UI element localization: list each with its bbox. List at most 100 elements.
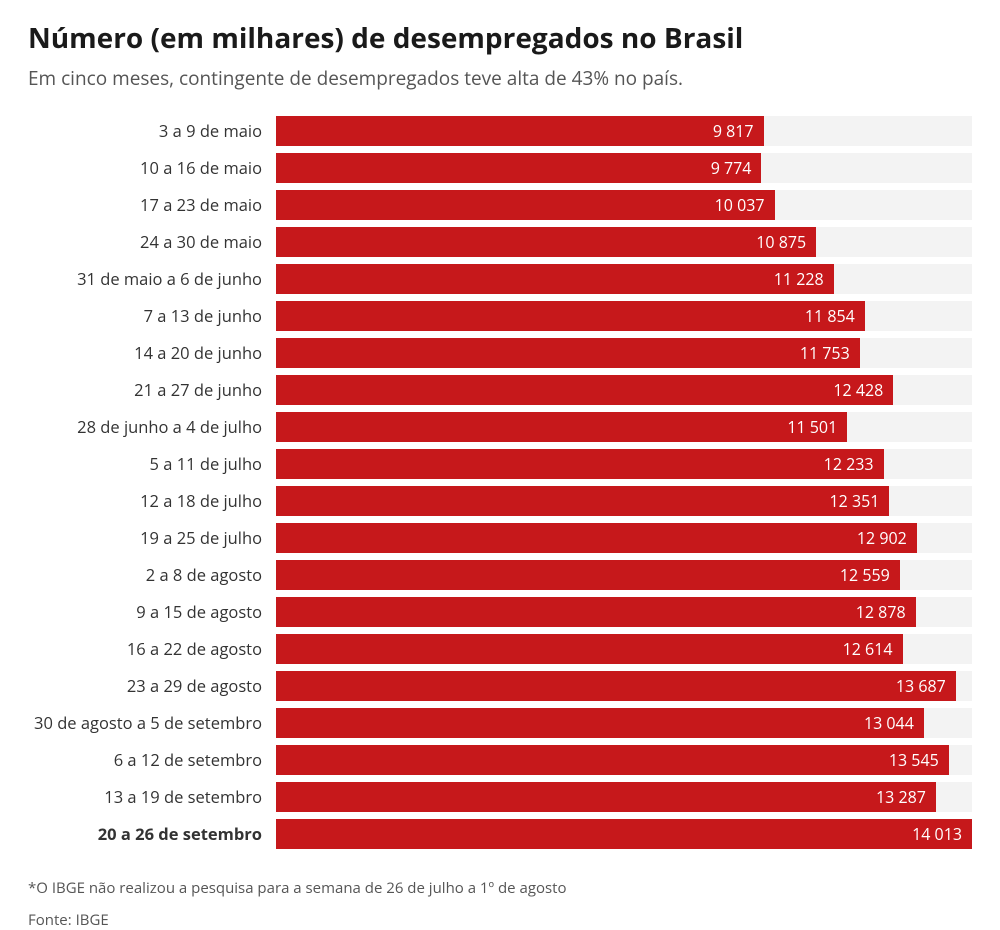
bar-fill: 13 287 (276, 782, 936, 812)
bar-fill: 12 614 (276, 634, 903, 664)
bar-fill: 9 817 (276, 116, 764, 146)
bar-value: 10 875 (756, 231, 806, 253)
bar-label: 19 a 25 de julho (28, 526, 272, 549)
chart-source: Fonte: IBGE (28, 910, 972, 930)
bar-fill: 12 878 (276, 597, 916, 627)
bar-fill: 11 854 (276, 301, 865, 331)
bar-label: 30 de agosto a 5 de setembro (28, 711, 272, 734)
bar-track: 10 037 (276, 190, 972, 220)
bar-label: 17 a 23 de maio (28, 193, 272, 216)
bar-label: 2 a 8 de agosto (28, 563, 272, 586)
bar-label: 13 a 19 de setembro (28, 785, 272, 808)
bar-row: 17 a 23 de maio 10 037 (28, 186, 972, 223)
bar-row: 31 de maio a 6 de junho 11 228 (28, 260, 972, 297)
bar-label: 7 a 13 de junho (28, 304, 272, 327)
bar-value: 12 902 (857, 527, 907, 549)
bar-fill: 10 037 (276, 190, 775, 220)
bar-fill: 11 228 (276, 264, 834, 294)
bar-value: 12 351 (830, 490, 880, 512)
bar-value: 13 545 (889, 749, 939, 771)
bar-track: 12 233 (276, 449, 972, 479)
bar-label: 16 a 22 de agosto (28, 637, 272, 660)
bar-fill: 11 753 (276, 338, 860, 368)
bar-track: 13 044 (276, 708, 972, 738)
bar-row: 13 a 19 de setembro 13 287 (28, 778, 972, 815)
bar-fill: 10 875 (276, 227, 816, 257)
bar-row: 12 a 18 de julho12 351 (28, 482, 972, 519)
bar-value: 13 687 (896, 675, 946, 697)
bar-row: 16 a 22 de agosto 12 614 (28, 630, 972, 667)
bar-value: 11 228 (774, 268, 824, 290)
bar-row: 10 a 16 de maio 9 774 (28, 149, 972, 186)
bar-fill: 13 687 (276, 671, 956, 701)
bar-value: 13 044 (864, 712, 914, 734)
bar-row: 19 a 25 de julho 12 902 (28, 519, 972, 556)
bar-fill: 12 428 (276, 375, 893, 405)
bar-fill: 14 013 (276, 819, 972, 849)
bar-fill: 11 501 (276, 412, 847, 442)
bar-label: 20 a 26 de setembro (28, 822, 272, 845)
bar-label: 10 a 16 de maio (28, 156, 272, 179)
bar-label: 24 a 30 de maio (28, 230, 272, 253)
bar-track: 11 501 (276, 412, 972, 442)
chart-footnote: *O IBGE não realizou a pesquisa para a s… (28, 878, 972, 898)
bar-fill: 13 044 (276, 708, 924, 738)
bar-track: 14 013 (276, 819, 972, 849)
bar-label: 28 de junho a 4 de julho (28, 415, 272, 438)
bar-track: 9 817 (276, 116, 972, 146)
bar-label: 3 a 9 de maio (28, 119, 272, 142)
bar-label: 31 de maio a 6 de junho (28, 267, 272, 290)
bar-track: 13 687 (276, 671, 972, 701)
bar-track: 12 902 (276, 523, 972, 553)
bar-fill: 12 233 (276, 449, 884, 479)
bar-row: 3 a 9 de maio9 817 (28, 112, 972, 149)
bar-row: 9 a 15 de agosto 12 878 (28, 593, 972, 630)
bar-value: 9 774 (711, 157, 752, 179)
bar-track: 12 559 (276, 560, 972, 590)
bar-label: 23 a 29 de agosto (28, 674, 272, 697)
bar-track: 11 854 (276, 301, 972, 331)
bar-track: 9 774 (276, 153, 972, 183)
bar-track: 11 228 (276, 264, 972, 294)
bar-value: 12 428 (833, 379, 883, 401)
bar-track: 11 753 (276, 338, 972, 368)
bar-track: 12 428 (276, 375, 972, 405)
bar-label: 6 a 12 de setembro (28, 748, 272, 771)
bar-chart: 3 a 9 de maio9 81710 a 16 de maio9 77417… (28, 112, 972, 852)
bar-row: 23 a 29 de agosto 13 687 (28, 667, 972, 704)
bar-fill: 13 545 (276, 745, 949, 775)
bar-row: 20 a 26 de setembro14 013 (28, 815, 972, 852)
bar-row: 6 a 12 de setembro 13 545 (28, 741, 972, 778)
bar-track: 12 614 (276, 634, 972, 664)
bar-value: 11 753 (800, 342, 850, 364)
bar-track: 12 351 (276, 486, 972, 516)
bar-row: 30 de agosto a 5 de setembro 13 044 (28, 704, 972, 741)
bar-fill: 12 902 (276, 523, 917, 553)
bar-value: 12 233 (824, 453, 874, 475)
bar-value: 12 878 (856, 601, 906, 623)
bar-fill: 12 559 (276, 560, 900, 590)
bar-label: 14 a 20 de junho (28, 341, 272, 364)
bar-value: 13 287 (876, 786, 926, 808)
bar-value: 11 501 (787, 416, 837, 438)
bar-value: 12 614 (843, 638, 893, 660)
bar-value: 10 037 (715, 194, 765, 216)
bar-row: 24 a 30 de maio 10 875 (28, 223, 972, 260)
bar-value: 12 559 (840, 564, 890, 586)
bar-fill: 9 774 (276, 153, 761, 183)
bar-row: 21 a 27 de junho 12 428 (28, 371, 972, 408)
bar-track: 10 875 (276, 227, 972, 257)
chart-title: Número (em milhares) de desempregados no… (28, 22, 972, 56)
bar-row: 5 a 11 de julho 12 233 (28, 445, 972, 482)
bar-label: 9 a 15 de agosto (28, 600, 272, 623)
bar-track: 13 545 (276, 745, 972, 775)
bar-row: 2 a 8 de agosto 12 559 (28, 556, 972, 593)
bar-label: 5 a 11 de julho (28, 452, 272, 475)
bar-value: 11 854 (805, 305, 855, 327)
bar-row: 14 a 20 de junho 11 753 (28, 334, 972, 371)
bar-label: 21 a 27 de junho (28, 378, 272, 401)
bar-row: 7 a 13 de junho 11 854 (28, 297, 972, 334)
chart-subtitle: Em cinco meses, contingente de desempreg… (28, 66, 972, 91)
bar-track: 13 287 (276, 782, 972, 812)
bar-fill: 12 351 (276, 486, 889, 516)
